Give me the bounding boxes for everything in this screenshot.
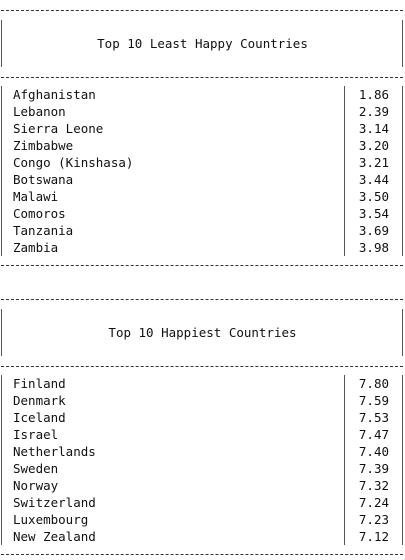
happiness-score: 7.59 bbox=[358, 393, 389, 408]
title-box-left-edge bbox=[1, 309, 2, 356]
title-box-right-edge bbox=[402, 20, 403, 67]
table-row: Luxembourg 7.23 bbox=[0, 511, 405, 528]
table-body-right-edge bbox=[402, 375, 403, 545]
country-name: Congo (Kinshasa) bbox=[13, 155, 134, 170]
table-row: Botswana 3.44 bbox=[0, 171, 405, 188]
happiness-score: 3.54 bbox=[358, 206, 389, 221]
happiness-score: 7.23 bbox=[358, 512, 389, 527]
happiness-score: 7.53 bbox=[358, 410, 389, 425]
country-name: Afghanistan bbox=[13, 87, 96, 102]
country-name: Sweden bbox=[13, 461, 59, 476]
happiness-score: 7.80 bbox=[358, 376, 389, 391]
country-name: Comoros bbox=[13, 206, 66, 221]
happiness-score: 3.14 bbox=[358, 121, 389, 136]
column-divider bbox=[344, 375, 345, 545]
country-name: Norway bbox=[13, 478, 59, 493]
happiness-score: 7.47 bbox=[358, 427, 389, 442]
happiest-table: Finland 7.80 Denmark 7.59 Iceland 7.53 Isra… bbox=[0, 375, 405, 545]
title-box-right-edge bbox=[402, 309, 403, 356]
country-name: Zimbabwe bbox=[13, 138, 74, 153]
happiness-score: 7.24 bbox=[358, 495, 389, 510]
country-name: Luxembourg bbox=[13, 512, 89, 527]
table-row: Afghanistan 1.86 bbox=[0, 86, 405, 103]
table-row: Zambia 3.98 bbox=[0, 239, 405, 256]
table-body-left-edge bbox=[1, 375, 2, 545]
country-name: Denmark bbox=[13, 393, 66, 408]
table-title-least-happy: Top 10 Least Happy Countries bbox=[97, 36, 308, 51]
country-name: Tanzania bbox=[13, 223, 74, 238]
table-row: Finland 7.80 bbox=[0, 375, 405, 392]
happiness-score: 3.69 bbox=[358, 223, 389, 238]
table-border-bottom bbox=[1, 265, 403, 266]
table-row: Tanzania 3.69 bbox=[0, 222, 405, 239]
happiness-score: 7.32 bbox=[358, 478, 389, 493]
table-row: Netherlands 7.40 bbox=[0, 443, 405, 460]
happiness-score: 3.20 bbox=[358, 138, 389, 153]
country-name: Lebanon bbox=[13, 104, 66, 119]
country-name: Botswana bbox=[13, 172, 74, 187]
table-row: Malawi 3.50 bbox=[0, 188, 405, 205]
happiness-score: 3.98 bbox=[358, 240, 389, 255]
table-row: New Zealand 7.12 bbox=[0, 528, 405, 545]
table-row: Switzerland 7.24 bbox=[0, 494, 405, 511]
country-name: New Zealand bbox=[13, 529, 96, 544]
table-border-bottom bbox=[1, 554, 403, 555]
table-header-divider bbox=[1, 366, 403, 367]
happiness-score: 3.50 bbox=[358, 189, 389, 204]
country-name: Zambia bbox=[13, 240, 59, 255]
table-row: Denmark 7.59 bbox=[0, 392, 405, 409]
table-row: Zimbabwe 3.20 bbox=[0, 137, 405, 154]
table-row: Sierra Leone 3.14 bbox=[0, 120, 405, 137]
country-name: Switzerland bbox=[13, 495, 96, 510]
table-row: Sweden 7.39 bbox=[0, 460, 405, 477]
happiness-score: 7.40 bbox=[358, 444, 389, 459]
table-border-top bbox=[1, 10, 403, 11]
country-name: Israel bbox=[13, 427, 59, 442]
table-title-happiest: Top 10 Happiest Countries bbox=[108, 325, 297, 340]
happiness-score: 3.44 bbox=[358, 172, 389, 187]
table-row: Israel 7.47 bbox=[0, 426, 405, 443]
country-name: Malawi bbox=[13, 189, 59, 204]
column-divider bbox=[344, 86, 345, 256]
happiness-score: 3.21 bbox=[358, 155, 389, 170]
table-body-right-edge bbox=[402, 86, 403, 256]
title-box-left-edge bbox=[1, 20, 2, 67]
table-row: Comoros 3.54 bbox=[0, 205, 405, 222]
happiness-score: 2.39 bbox=[358, 104, 389, 119]
table-body-left-edge bbox=[1, 86, 2, 256]
country-name: Iceland bbox=[13, 410, 66, 425]
table-border-top bbox=[1, 299, 403, 300]
least-happy-table: Afghanistan 1.86 Lebanon 2.39 Sierra Leone… bbox=[0, 86, 405, 256]
country-name: Sierra Leone bbox=[13, 121, 104, 136]
country-name: Netherlands bbox=[13, 444, 96, 459]
happiness-score: 1.86 bbox=[358, 87, 389, 102]
table-row: Congo (Kinshasa) 3.21 bbox=[0, 154, 405, 171]
table-row: Lebanon 2.39 bbox=[0, 103, 405, 120]
table-row: Iceland 7.53 bbox=[0, 409, 405, 426]
table-row: Norway 7.32 bbox=[0, 477, 405, 494]
table-header-divider bbox=[1, 77, 403, 78]
country-name: Finland bbox=[13, 376, 66, 391]
happiness-score: 7.12 bbox=[358, 529, 389, 544]
happiness-score: 7.39 bbox=[358, 461, 389, 476]
